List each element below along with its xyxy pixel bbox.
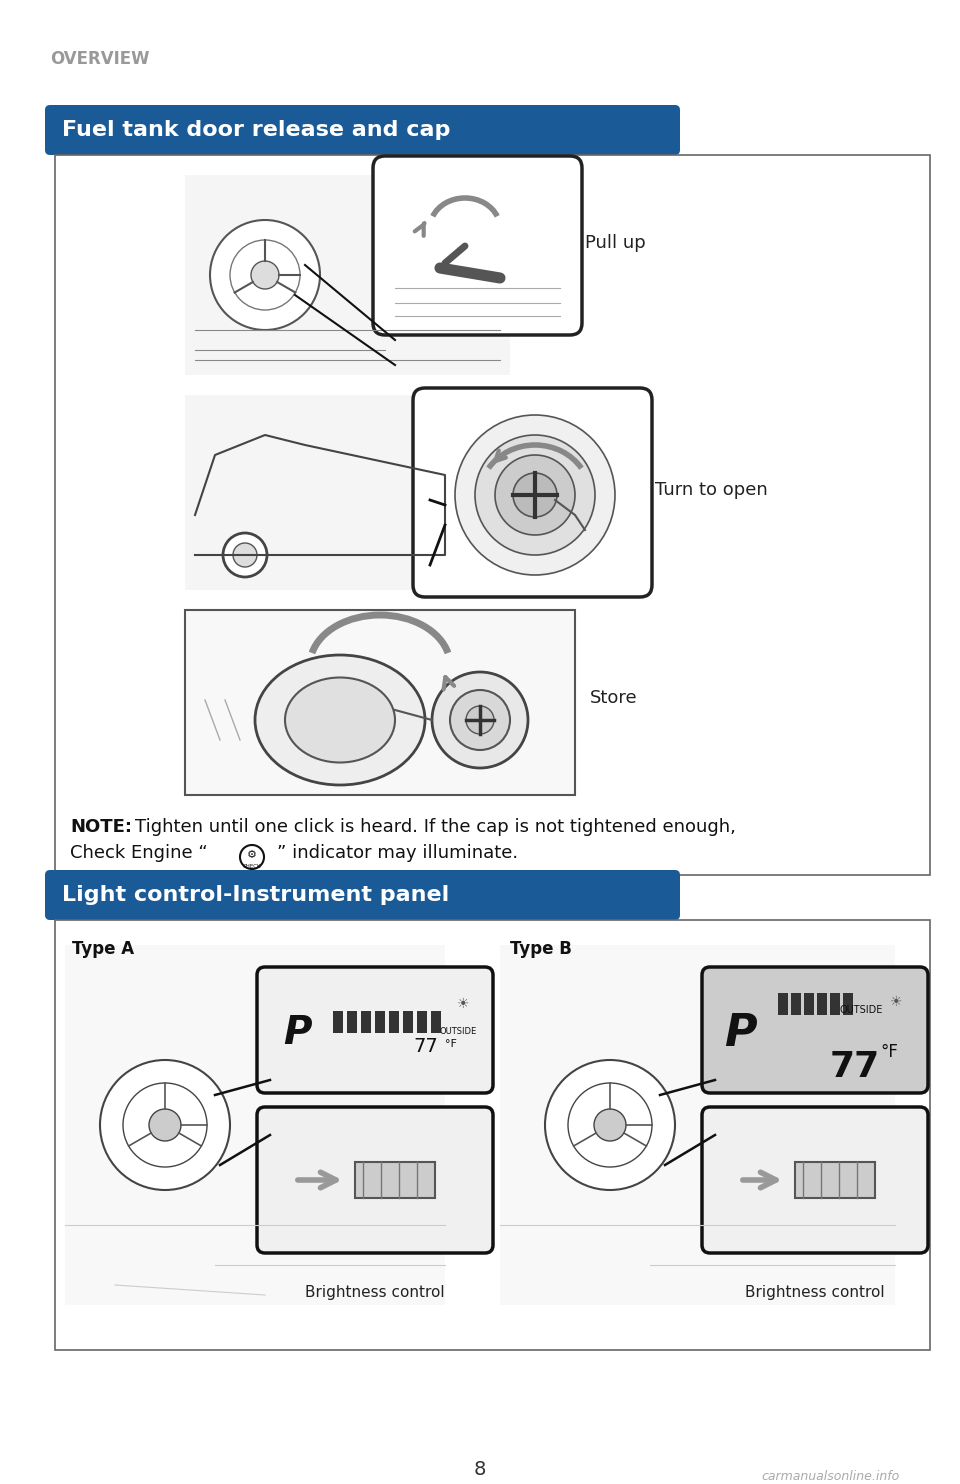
FancyBboxPatch shape bbox=[45, 870, 680, 920]
FancyArrowPatch shape bbox=[298, 1172, 336, 1187]
FancyBboxPatch shape bbox=[257, 968, 493, 1094]
Bar bbox=[55, 154, 930, 876]
FancyBboxPatch shape bbox=[702, 1107, 928, 1252]
Circle shape bbox=[251, 261, 279, 289]
Bar bbox=[185, 610, 575, 795]
Text: Brightness control: Brightness control bbox=[305, 1285, 444, 1300]
Text: ☀: ☀ bbox=[890, 994, 902, 1009]
Bar bbox=[417, 1011, 427, 1033]
Circle shape bbox=[455, 416, 615, 574]
Bar bbox=[817, 993, 827, 1015]
Text: OUTSIDE: OUTSIDE bbox=[440, 1027, 477, 1036]
Text: NOTE:: NOTE: bbox=[70, 818, 132, 835]
Circle shape bbox=[568, 1083, 652, 1166]
Circle shape bbox=[495, 456, 575, 536]
Bar bbox=[795, 1162, 875, 1198]
Circle shape bbox=[123, 1083, 207, 1166]
Bar bbox=[333, 1011, 343, 1033]
Text: ⚙: ⚙ bbox=[247, 850, 257, 861]
Text: Type B: Type B bbox=[510, 939, 572, 959]
Text: Store: Store bbox=[590, 689, 637, 706]
Text: Turn to open: Turn to open bbox=[655, 481, 768, 499]
Text: carmanualsonline.info: carmanualsonline.info bbox=[761, 1471, 900, 1483]
Text: 8: 8 bbox=[474, 1460, 486, 1480]
Circle shape bbox=[594, 1109, 626, 1141]
Circle shape bbox=[432, 672, 528, 769]
Text: ☀: ☀ bbox=[457, 997, 469, 1011]
Bar bbox=[843, 993, 853, 1015]
Bar bbox=[375, 1011, 385, 1033]
Circle shape bbox=[149, 1109, 181, 1141]
Circle shape bbox=[513, 473, 557, 516]
Circle shape bbox=[475, 435, 595, 555]
Circle shape bbox=[450, 690, 510, 749]
FancyBboxPatch shape bbox=[413, 387, 652, 597]
Circle shape bbox=[466, 706, 494, 735]
Ellipse shape bbox=[285, 678, 395, 763]
Text: Check Engine “: Check Engine “ bbox=[70, 844, 207, 862]
Circle shape bbox=[223, 533, 267, 577]
Bar bbox=[185, 175, 510, 375]
Bar bbox=[403, 1011, 413, 1033]
Ellipse shape bbox=[255, 654, 425, 785]
Text: P: P bbox=[283, 1014, 311, 1052]
Text: CHECK: CHECK bbox=[243, 865, 261, 870]
Bar bbox=[355, 1162, 435, 1198]
Circle shape bbox=[240, 844, 264, 870]
FancyBboxPatch shape bbox=[373, 156, 582, 335]
FancyArrowPatch shape bbox=[743, 1172, 776, 1187]
Bar bbox=[185, 395, 455, 591]
Text: 77: 77 bbox=[413, 1037, 438, 1057]
FancyBboxPatch shape bbox=[257, 1107, 493, 1252]
Bar bbox=[431, 1011, 441, 1033]
Text: Tighten until one click is heard. If the cap is not tightened enough,: Tighten until one click is heard. If the… bbox=[135, 818, 736, 835]
Bar bbox=[65, 945, 445, 1304]
Bar bbox=[500, 945, 895, 1304]
Text: ” indicator may illuminate.: ” indicator may illuminate. bbox=[277, 844, 518, 862]
Text: Brightness control: Brightness control bbox=[745, 1285, 885, 1300]
Bar bbox=[55, 920, 930, 1350]
Circle shape bbox=[233, 543, 257, 567]
FancyBboxPatch shape bbox=[702, 968, 928, 1094]
Bar bbox=[804, 993, 814, 1015]
Text: Pull up: Pull up bbox=[585, 234, 646, 252]
FancyBboxPatch shape bbox=[45, 105, 680, 154]
Text: °F: °F bbox=[445, 1039, 457, 1049]
Text: P: P bbox=[724, 1012, 756, 1055]
Circle shape bbox=[230, 240, 300, 310]
Text: OUTSIDE: OUTSIDE bbox=[840, 1005, 883, 1015]
Circle shape bbox=[210, 220, 320, 329]
Text: Type A: Type A bbox=[72, 939, 134, 959]
Text: Light control-Instrument panel: Light control-Instrument panel bbox=[62, 884, 449, 905]
Bar bbox=[361, 1011, 371, 1033]
Text: Fuel tank door release and cap: Fuel tank door release and cap bbox=[62, 120, 450, 139]
Text: 77: 77 bbox=[830, 1051, 880, 1083]
Bar bbox=[830, 993, 840, 1015]
Bar bbox=[347, 1011, 357, 1033]
Text: °F: °F bbox=[880, 1043, 898, 1061]
Circle shape bbox=[100, 1060, 230, 1190]
Bar bbox=[389, 1011, 399, 1033]
Bar bbox=[778, 993, 788, 1015]
Circle shape bbox=[545, 1060, 675, 1190]
Text: OVERVIEW: OVERVIEW bbox=[50, 50, 150, 68]
Bar bbox=[791, 993, 801, 1015]
